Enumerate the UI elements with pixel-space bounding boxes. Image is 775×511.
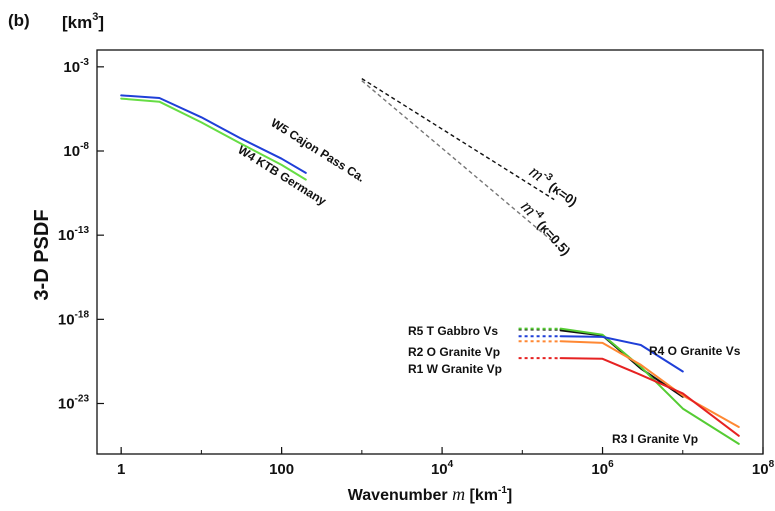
x-axis-title: Wavenumber m [km-1] (348, 484, 512, 504)
x-axis-title-close: ] (507, 487, 512, 504)
label-r1: R1 W Granite Vp (408, 362, 502, 376)
plot-frame (96, 49, 764, 455)
label-m4-paren: (κ=0.5) (534, 217, 573, 258)
y-tick-label: 10-8 (63, 141, 89, 160)
x-axis-title-exp: -1 (498, 485, 507, 496)
y-unit: [km3] (62, 11, 104, 32)
label-r4: R4 O Granite Vs (649, 344, 741, 358)
y-unit-close: ] (98, 13, 104, 32)
reference-lines (361, 78, 555, 241)
label-r5: R5 T Gabbro Vs (408, 324, 498, 338)
y-tick-label: 10-23 (58, 394, 90, 413)
label-r2: R2 O Granite Vp (408, 345, 500, 359)
y-tick-label: 10-13 (58, 225, 90, 244)
x-tick-label: 108 (752, 459, 775, 478)
y-tick-label: 10-18 (58, 309, 90, 328)
series-line-6 (559, 340, 740, 428)
series-line-1 (120, 94, 307, 174)
x-axis-title-suffix: [km (465, 487, 498, 504)
series-line-4 (559, 327, 740, 445)
series-lines (120, 94, 740, 445)
label-r3: R3 I Granite Vp (612, 432, 698, 446)
x-tick-label: 106 (591, 459, 614, 478)
series-line-3 (559, 328, 684, 398)
y-axis-title: 3-D PSDF (31, 209, 53, 300)
series-line-2 (120, 97, 307, 181)
label-m3-paren: (κ=0) (546, 179, 580, 209)
x-tick-label: 1 (117, 461, 125, 478)
x-tick-label: 100 (269, 461, 294, 478)
series-line-7 (559, 357, 740, 437)
y-unit-exp: 3 (92, 11, 98, 23)
reference-line-m3 (361, 78, 555, 201)
reference-line-m4 (361, 80, 552, 241)
y-tick-label: 10-3 (63, 57, 89, 76)
x-axis-title-var: m (452, 484, 465, 504)
ticks: 1 100 104 106 108 10-3 10-8 10-13 10-18 10-23 (58, 57, 775, 478)
x-axis-title-prefix: Wavenumber (348, 487, 452, 504)
series-line-5 (559, 335, 684, 373)
x-tick-label: 104 (431, 459, 454, 478)
y-unit-base: [km (62, 13, 92, 32)
panel-label: (b) (8, 11, 30, 30)
